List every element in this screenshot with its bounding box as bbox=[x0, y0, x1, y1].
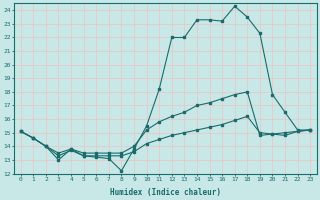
X-axis label: Humidex (Indice chaleur): Humidex (Indice chaleur) bbox=[110, 188, 221, 197]
